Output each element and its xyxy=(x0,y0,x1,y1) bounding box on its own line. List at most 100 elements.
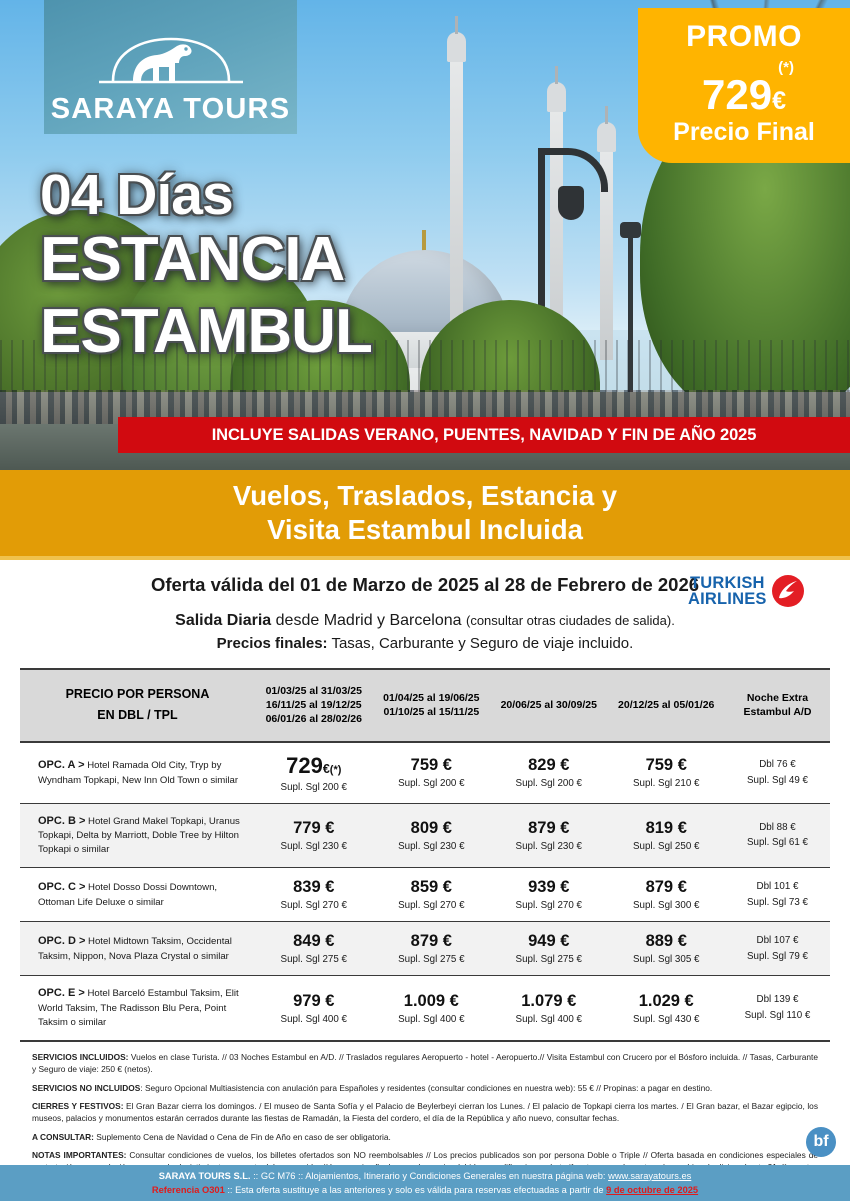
cell-c-p1: 839 € Supl. Sgl 270 € xyxy=(280,878,347,912)
opt-hotels-a: Hotel Ramada Old City, Tryp by Wyndham T… xyxy=(38,759,239,786)
cell-e-p4: 1.029 € Supl. Sgl 430 € xyxy=(633,991,700,1025)
header-person-price-line1: PRECIO POR PERSONA xyxy=(65,687,210,701)
footer-website-link[interactable]: www.sarayatours.es xyxy=(608,1170,692,1181)
company-logo[interactable]: SARAYA TOURS xyxy=(44,0,297,134)
promo-label: PROMO xyxy=(686,20,802,53)
cell-d-p1: 849 € Supl. Sgl 275 € xyxy=(254,921,373,976)
cell-c-p4: 879 € Supl. Sgl 300 € xyxy=(633,878,700,912)
opt-hotels-c: Hotel Dosso Dossi Downtown, Ottoman Life… xyxy=(38,881,218,908)
final-prices-label: Precios finales: xyxy=(216,635,328,652)
cell-e-extra: Dbl 139 € Supl. Sgl 110 € xyxy=(744,994,811,1022)
turkish-airlines-tail-icon xyxy=(771,575,804,607)
row-hotels-e: OPC. E > Hotel Barceló Estambul Taksim, … xyxy=(20,976,255,1041)
table-header-row: PRECIO POR PERSONA EN DBL / TPL 01/03/25… xyxy=(20,668,830,743)
fence-railing xyxy=(0,340,850,398)
departure-info: Salida Diaria desde Madrid y Barcelona (… xyxy=(0,612,850,630)
hero-title-line1: ESTANCIA xyxy=(40,225,345,294)
table-row[interactable]: OPC. E > Hotel Barceló Estambul Taksim, … xyxy=(20,976,830,1042)
footer-line-2: Referencia O301 :: Esta oferta sustituye… xyxy=(151,1185,699,1195)
opt-code-b: OPC. B > xyxy=(38,814,86,827)
table-row[interactable]: OPC. D > Hotel Midtown Taksim, Occidenta… xyxy=(20,921,830,976)
page-footer: SARAYA TOURS S.L. :: GC M76 :: Alojamien… xyxy=(0,1165,850,1201)
table-row[interactable]: OPC. C > Hotel Dosso Dossi Downtown, Ott… xyxy=(20,868,830,922)
cell-c-extra: Dbl 101 € Supl. Sgl 73 € xyxy=(746,881,808,908)
cell-a-p2: 759 € Supl. Sgl 200 € xyxy=(398,756,465,790)
row-hotels-a: OPC. A > Hotel Ramada Old City, Tryp by … xyxy=(20,742,255,804)
highlights-line1: Vuelos, Traslados, Estancia y xyxy=(232,480,618,512)
final-prices-info: Precios finales: Tasas, Carburante y Seg… xyxy=(0,635,850,652)
promo-price-value: 729 xyxy=(702,71,773,118)
promo-badge: PROMO (*) 729€ Precio Final xyxy=(638,8,850,163)
cell-a-extra: Dbl 76 € Supl. Sgl 49 € xyxy=(746,758,808,786)
cell-b-p1: 779 € Supl. Sgl 230 € xyxy=(254,803,373,868)
minaret-1 xyxy=(447,16,466,360)
cell-e-p1: 979 € Supl. Sgl 400 € xyxy=(280,991,347,1025)
header-extra-night: Noche Extra Estambul A/D xyxy=(724,668,830,743)
final-prices-text: Tasas, Carburante y Seguro de viaje incl… xyxy=(327,635,634,652)
cell-c-p2: 859 € Supl. Sgl 270 € xyxy=(398,878,465,912)
price-table-body: OPC. A > Hotel Ramada Old City, Tryp by … xyxy=(20,742,830,1042)
header-period-4: 20/12/25 al 05/01/26 xyxy=(607,668,725,743)
cell-c-p3: 939 € Supl. Sgl 270 € xyxy=(515,878,582,912)
offer-info: Oferta válida del 01 de Marzo de 2025 al… xyxy=(0,560,850,652)
cell-e-p3: 1.079 € Supl. Sgl 400 € xyxy=(515,991,582,1025)
dome-finial-icon xyxy=(422,230,426,254)
opt-code-d: OPC. D > xyxy=(38,934,86,947)
cell-a-p4: 759 € Supl. Sgl 210 € xyxy=(633,756,700,790)
promo-price: 729€ xyxy=(638,74,850,116)
cell-d-p3: 949 € Supl. Sgl 275 € xyxy=(490,921,608,976)
table-row[interactable]: OPC. B > Hotel Grand Makel Topkapi, Uran… xyxy=(20,803,830,868)
departure-rest: desde Madrid y Barcelona xyxy=(271,612,466,629)
cell-d-p4: 889 € Supl. Sgl 305 € xyxy=(607,921,725,976)
row-hotels-b: OPC. B > Hotel Grand Makel Topkapi, Uran… xyxy=(20,803,255,868)
price-table: PRECIO POR PERSONA EN DBL / TPL 01/03/25… xyxy=(20,668,830,1042)
opt-hotels-b: Hotel Grand Makel Topkapi, Uranus Topkap… xyxy=(38,815,240,856)
cell-b-p4: 819 € Supl. Sgl 250 € xyxy=(607,803,725,868)
footer-effective-date: 9 de octubre de 2025 xyxy=(606,1185,699,1195)
cell-b-extra: Dbl 88 € Supl. Sgl 61 € xyxy=(724,803,830,868)
camel-arch-icon xyxy=(98,37,243,84)
price-table-container: PRECIO POR PERSONA EN DBL / TPL 01/03/25… xyxy=(20,668,830,1042)
header-person-price-line2: EN DBL / TPL xyxy=(97,708,178,723)
cell-a-p1: 729€(*) Supl. Sgl 200 € xyxy=(280,752,347,793)
footer-line-1: SARAYA TOURS S.L. :: GC M76 :: Alojamien… xyxy=(158,1170,692,1181)
opt-hotels-e: Hotel Barceló Estambul Taksim, Elit Worl… xyxy=(38,988,239,1029)
promo-final-label: Precio Final xyxy=(673,118,815,146)
closures-holidays: CIERRES Y FESTIVOS: El Gran Bazar cierra… xyxy=(32,1101,818,1124)
highlights-line2: Visita Estambul Incluida xyxy=(267,514,583,545)
turkish-airlines-logo: TURKISH AIRLINES xyxy=(688,570,838,612)
departure-note: (consultar otras ciudades de salida). xyxy=(465,613,675,628)
turkish-line1: TURKISH xyxy=(689,573,765,592)
street-lamp2-pole xyxy=(628,230,633,400)
hero-title-line2: ESTAMBUL xyxy=(40,297,373,366)
bf-logo-icon[interactable]: bf xyxy=(806,1127,836,1157)
minaret-3 xyxy=(597,106,616,360)
turkish-line2: AIRLINES xyxy=(688,590,767,608)
footer-reference: Referencia O301 xyxy=(151,1185,225,1195)
highlights-band: Vuelos, Traslados, Estancia y Visita Est… xyxy=(0,470,850,560)
to-consult: A CONSULTAR: Suplemento Cena de Navidad … xyxy=(32,1131,391,1142)
row-hotels-d: OPC. D > Hotel Midtown Taksim, Occidenta… xyxy=(20,921,255,976)
turkish-airlines-wordmark: TURKISH AIRLINES xyxy=(688,573,767,608)
inclusions-banner: INCLUYE SALIDAS VERANO, PUENTES, NAVIDAD… xyxy=(118,417,850,453)
promo-price-currency: € xyxy=(772,87,786,115)
cell-e-p2: 1.009 € Supl. Sgl 400 € xyxy=(398,991,465,1025)
footer-company: SARAYA TOURS S.L. xyxy=(158,1170,251,1181)
table-row[interactable]: OPC. A > Hotel Ramada Old City, Tryp by … xyxy=(20,742,830,804)
cell-b-p2: 809 € Supl. Sgl 230 € xyxy=(372,803,491,868)
street-lamp2-head-icon xyxy=(620,222,641,238)
cell-d-p2: 879 € Supl. Sgl 275 € xyxy=(372,921,491,976)
opt-code-c: OPC. C > xyxy=(38,880,86,893)
included-services: SERVICIOS INCLUIDOS: Vuelos en clase Tur… xyxy=(32,1052,818,1075)
cell-b-p3: 879 € Supl. Sgl 230 € xyxy=(490,803,608,868)
header-period-1: 01/03/25 al 31/03/25 16/11/25 al 19/12/2… xyxy=(254,668,373,743)
promo-asterisk: (*) xyxy=(778,59,794,76)
cell-d-extra: Dbl 107 € Supl. Sgl 79 € xyxy=(724,921,830,976)
departure-bold: Salida Diaria xyxy=(175,612,272,629)
street-lamp-head-icon xyxy=(558,186,584,220)
opt-hotels-d: Hotel Midtown Taksim, Occidental Taksim,… xyxy=(38,935,232,962)
offer-validity: Oferta válida del 01 de Marzo de 2025 al… xyxy=(150,574,700,595)
opt-code-a: OPC. A > xyxy=(38,758,85,771)
header-period-3: 20/06/25 al 30/09/25 xyxy=(490,668,608,743)
